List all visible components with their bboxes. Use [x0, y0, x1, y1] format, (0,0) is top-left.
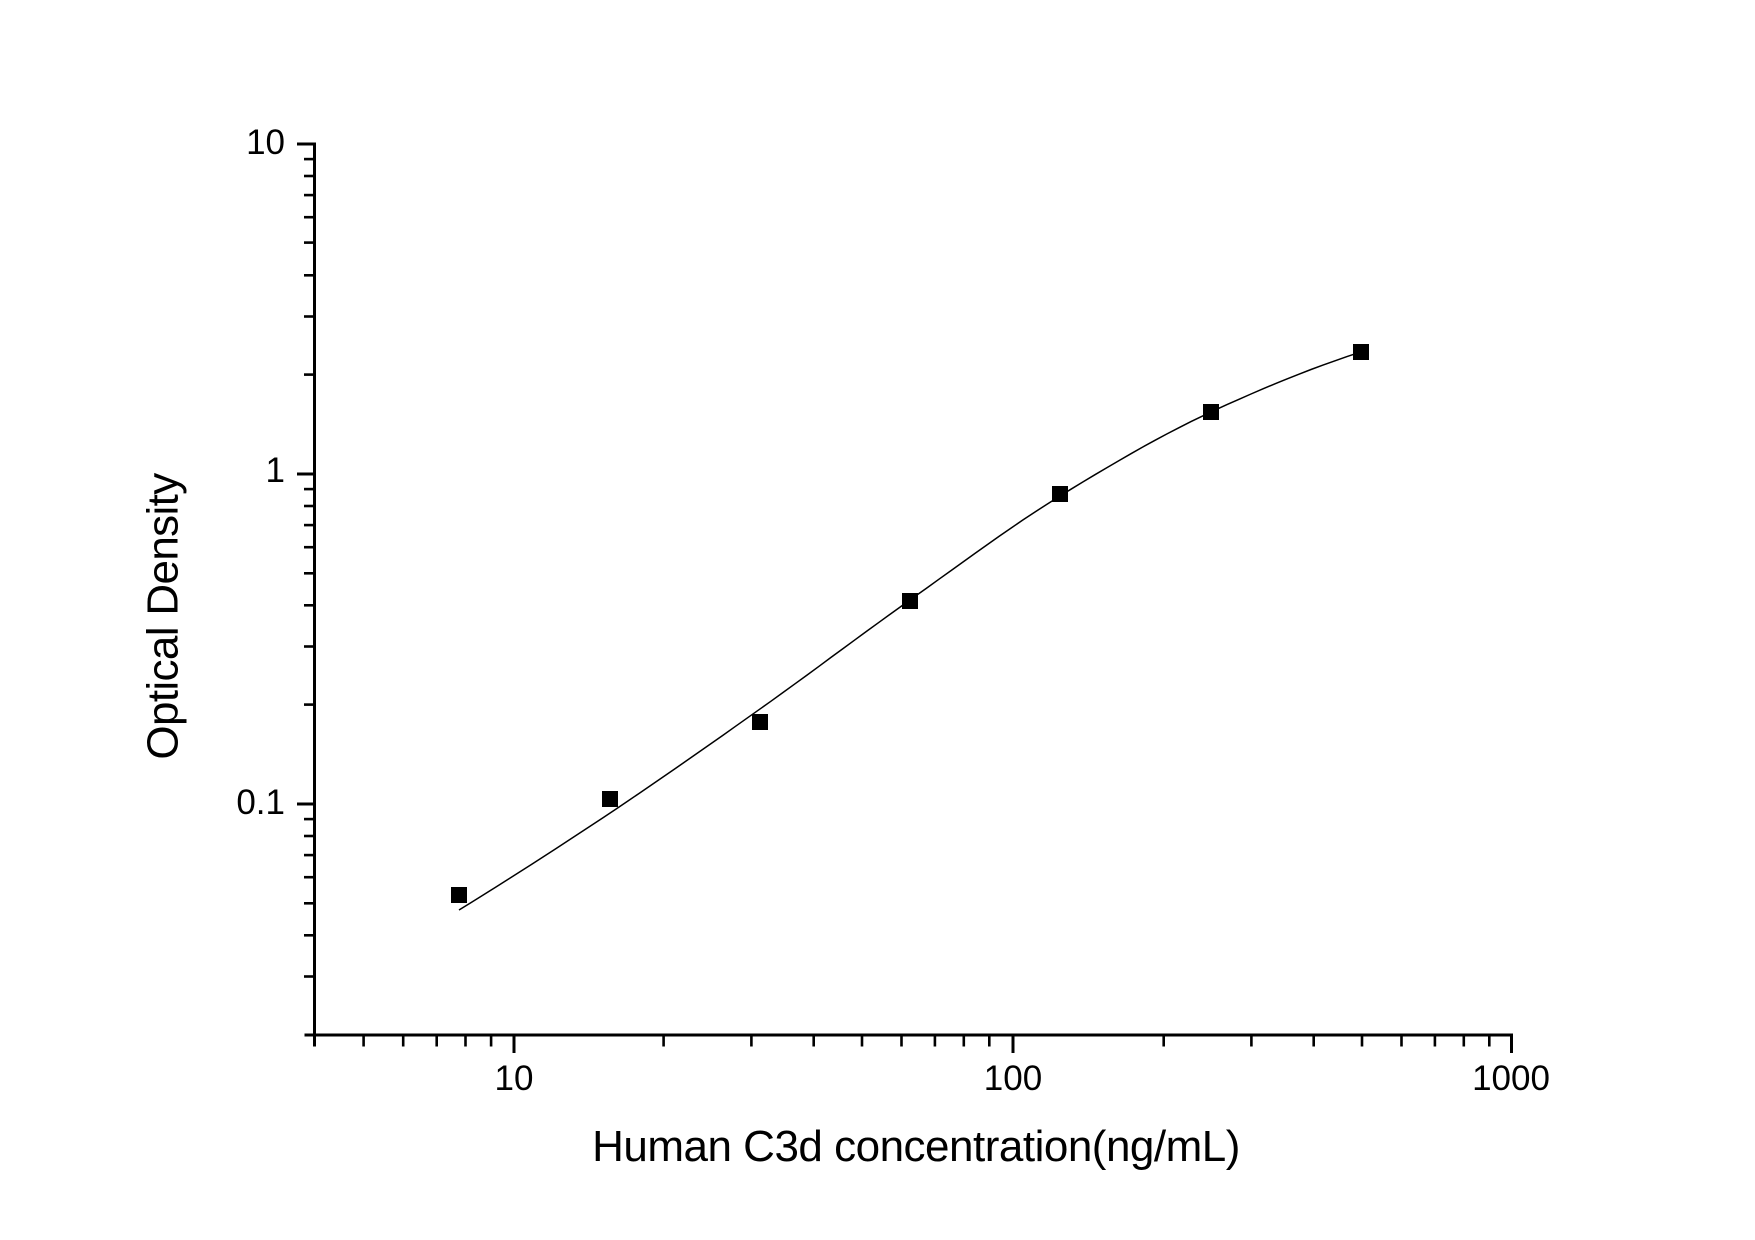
svg-text:1: 1	[266, 451, 285, 490]
svg-text:0.1: 0.1	[236, 783, 285, 822]
svg-text:Human C3d concentration(ng/mL): Human C3d concentration(ng/mL)	[592, 1122, 1240, 1171]
svg-text:1000: 1000	[1472, 1059, 1550, 1098]
svg-text:10: 10	[495, 1059, 534, 1098]
svg-text:100: 100	[984, 1059, 1042, 1098]
svg-text:10: 10	[246, 123, 285, 162]
svg-text:Optical Density: Optical Density	[139, 473, 188, 760]
